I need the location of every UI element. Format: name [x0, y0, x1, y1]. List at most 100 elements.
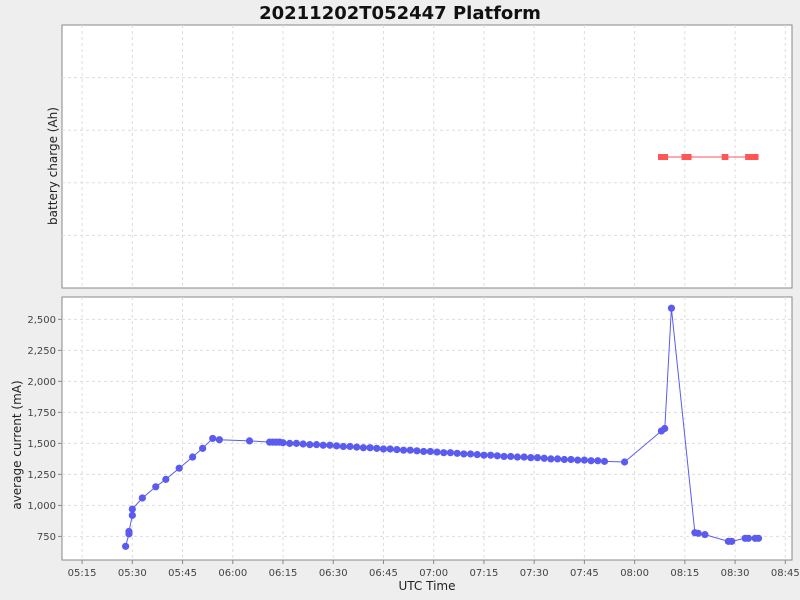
battery-grid	[62, 25, 792, 288]
battery-charge-panel: battery charge (Ah)	[46, 24, 793, 289]
current-point	[600, 457, 609, 465]
y-tick-label: 1,500	[27, 439, 56, 450]
current-point	[245, 437, 254, 445]
current-point	[122, 542, 130, 550]
y-tick-label: 2,250	[27, 346, 56, 357]
battery-marks	[658, 154, 759, 160]
current-point	[319, 441, 327, 449]
current-point	[426, 447, 434, 456]
current-point	[386, 445, 394, 453]
x-axis-ticks: 05:15 05:30 05:45 06:00 06:15 06:30 06:45 07:00…	[68, 560, 800, 579]
battery-segment	[745, 154, 759, 160]
current-point	[580, 456, 588, 464]
current-point	[446, 449, 455, 457]
battery-segment	[681, 154, 692, 160]
x-axis-label: UTC Time	[399, 579, 456, 593]
x-tick-label: 06:45	[369, 568, 398, 579]
current-point	[306, 441, 314, 449]
current-point	[199, 444, 207, 452]
current-point	[359, 444, 367, 452]
current-point	[433, 448, 441, 456]
y-tick-label: 1,250	[27, 470, 56, 481]
x-tick-label: 08:45	[771, 568, 800, 579]
current-point	[279, 439, 287, 447]
current-point	[460, 450, 468, 458]
current-point	[373, 444, 381, 452]
current-y-ticks: 750 1,000 1,250 1,500 1,750 2,000 2,250 2,500	[27, 315, 62, 543]
current-point	[744, 534, 753, 542]
x-tick-label: 08:15	[670, 568, 699, 579]
current-point	[661, 424, 669, 433]
current-point	[701, 530, 709, 539]
current-point	[667, 304, 676, 312]
x-tick-label: 07:15	[470, 568, 499, 579]
current-plot-area	[61, 296, 793, 561]
current-point	[413, 447, 421, 455]
current-point	[540, 454, 548, 462]
chart-title: 20211202T052447 Platform	[259, 3, 541, 24]
current-point	[138, 494, 146, 502]
current-point	[473, 450, 481, 459]
current-point	[533, 454, 542, 462]
x-tick-label: 06:00	[218, 568, 247, 579]
current-point	[406, 446, 414, 454]
current-y-axis-label: average current (mA)	[10, 380, 24, 509]
current-point	[728, 537, 736, 545]
current-point	[754, 534, 763, 542]
current-point	[366, 444, 374, 452]
current-point	[339, 442, 347, 451]
current-point	[493, 452, 501, 460]
x-tick-label: 05:45	[168, 568, 197, 579]
current-point	[162, 475, 170, 483]
current-point	[188, 453, 197, 461]
current-point	[128, 511, 136, 519]
x-tick-label: 07:45	[570, 568, 599, 579]
x-tick-label: 08:00	[620, 568, 649, 579]
current-point	[128, 505, 136, 513]
x-tick-label: 05:30	[118, 568, 147, 579]
x-tick-label: 06:30	[319, 568, 348, 579]
current-point	[312, 441, 321, 449]
current-point	[399, 446, 408, 454]
current-point	[500, 452, 508, 461]
current-point	[353, 443, 361, 451]
current-point	[520, 453, 528, 461]
x-tick-label: 06:15	[269, 568, 298, 579]
current-point	[466, 450, 475, 458]
current-point	[594, 457, 602, 465]
y-tick-label: 750	[37, 532, 56, 543]
current-point	[420, 447, 428, 456]
current-marks	[122, 304, 763, 550]
current-point	[694, 529, 702, 537]
x-tick-label: 08:30	[721, 568, 750, 579]
current-point	[507, 452, 515, 461]
x-tick-label: 07:30	[520, 568, 549, 579]
current-point	[125, 527, 133, 536]
current-point	[553, 455, 562, 463]
current-point	[175, 464, 183, 472]
current-point	[587, 457, 595, 465]
y-tick-label: 2,000	[27, 377, 56, 388]
battery-segment	[721, 154, 729, 160]
current-point	[292, 439, 301, 447]
battery-segment	[658, 154, 669, 160]
y-tick-label: 1,750	[27, 408, 56, 419]
current-point	[453, 449, 461, 457]
current-point	[480, 451, 488, 459]
current-point	[527, 454, 535, 462]
x-tick-label: 05:15	[68, 568, 97, 579]
current-point	[346, 442, 354, 451]
current-point	[547, 455, 555, 463]
current-point	[567, 455, 575, 464]
current-point	[560, 455, 568, 464]
current-point	[487, 451, 495, 459]
current-point	[620, 458, 629, 466]
current-point	[379, 445, 388, 453]
current-point	[286, 439, 294, 447]
current-point	[299, 440, 307, 448]
current-point	[393, 445, 401, 454]
x-tick-label: 07:00	[419, 568, 448, 579]
battery-y-axis-label: battery charge (Ah)	[46, 107, 60, 225]
current-point	[152, 483, 160, 491]
current-point	[215, 436, 223, 444]
